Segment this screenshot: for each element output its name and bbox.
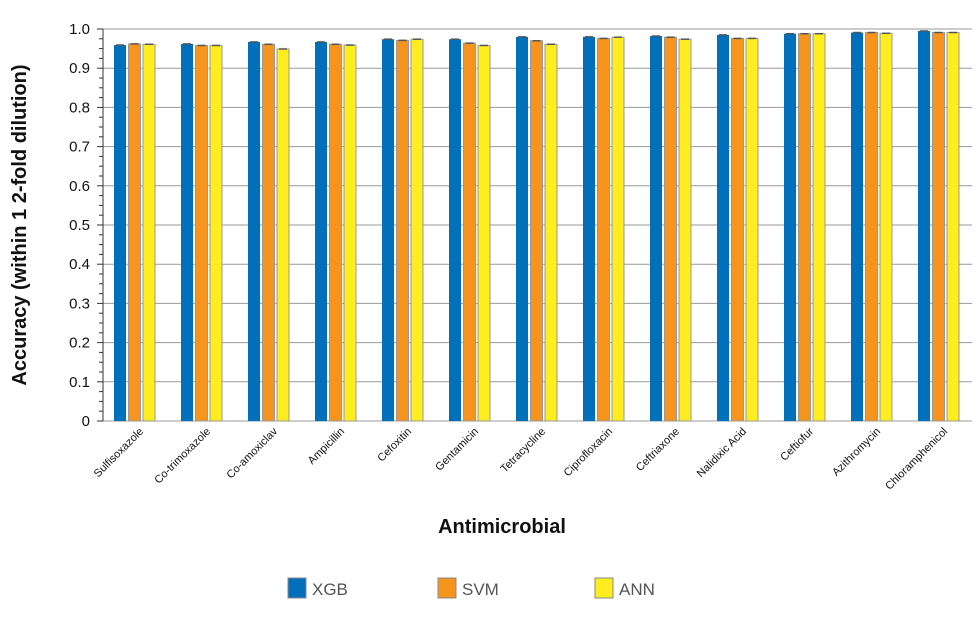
bar-ann xyxy=(276,48,290,422)
bars xyxy=(114,30,960,422)
y-axis-ticks: 0 0.1 0.2 0.3 0.4 0.5 0.6 0.7 0.8 0.9 1.0 xyxy=(69,21,104,430)
x-tick-label: Ampicillin xyxy=(306,426,347,467)
bar-xgb xyxy=(918,30,930,422)
legend-swatch-svm xyxy=(437,577,457,599)
bar-xgb xyxy=(449,39,461,421)
y-tick-label: 0.7 xyxy=(69,139,90,156)
x-tick-label: Ceftiofur xyxy=(778,425,816,463)
x-tick-label: Sulfisoxazole xyxy=(92,426,146,480)
bar-ann xyxy=(745,37,759,422)
y-tick-label: 0 xyxy=(82,413,90,430)
bar-svm xyxy=(463,42,476,422)
bar-xgb xyxy=(583,36,595,422)
legend-label: SVM xyxy=(462,580,499,599)
x-tick-label: Nalidixic Acid xyxy=(695,426,749,480)
legend-label: XGB xyxy=(312,580,348,599)
bar-ann xyxy=(611,36,625,422)
y-tick-label: 0.4 xyxy=(69,256,90,273)
bar-xgb xyxy=(181,43,193,422)
x-tick-label: Co-trimoxazole xyxy=(152,426,213,487)
y-tick-label: 0.2 xyxy=(69,335,90,352)
bar-svm xyxy=(798,33,811,422)
x-axis-labels: Sulfisoxazole Co-trimoxazole Co-amoxiclav A… xyxy=(92,425,950,492)
bar-svm xyxy=(865,32,878,422)
bar-xgb xyxy=(516,36,528,422)
bar-svm xyxy=(396,39,409,422)
bar-ann xyxy=(879,32,893,422)
bar-svm xyxy=(731,37,744,422)
bar-svm xyxy=(664,36,677,422)
bar-svm xyxy=(530,40,543,422)
bar-ann xyxy=(142,43,156,422)
y-tick-label: 1.0 xyxy=(69,21,90,38)
bar-xgb xyxy=(248,41,260,421)
bar-ann xyxy=(678,38,692,422)
bar-xgb xyxy=(382,39,394,421)
bar-ann xyxy=(812,33,826,422)
bar-svm xyxy=(597,37,610,422)
legend-label: ANN xyxy=(619,580,655,599)
x-tick-label: Ciprofloxacin xyxy=(562,426,615,479)
x-tick-label: Tetracycline xyxy=(499,426,549,476)
y-tick-label: 0.5 xyxy=(69,217,90,234)
bar-xgb xyxy=(851,32,863,421)
bar-svm xyxy=(932,32,945,422)
x-tick-label: Ceftriaxone xyxy=(634,426,682,474)
bar-ann xyxy=(544,43,558,422)
bar-svm xyxy=(128,43,141,422)
bar-svm xyxy=(195,44,208,422)
x-tick-label: Azithromycin xyxy=(830,426,883,479)
y-tick-label: 0.6 xyxy=(69,178,90,195)
y-tick-label: 0.3 xyxy=(69,295,90,312)
x-tick-label: Chloramphenicol xyxy=(883,426,950,493)
x-tick-label: Cefoxitin xyxy=(375,426,414,465)
bar-ann xyxy=(477,44,491,422)
bar-ann xyxy=(410,38,424,422)
legend: XGB SVM ANN xyxy=(287,577,655,599)
bar-ann xyxy=(946,32,960,422)
bar-xgb xyxy=(114,45,126,422)
x-axis-label: Antimicrobial xyxy=(438,516,566,538)
legend-swatch-xgb xyxy=(287,577,307,599)
y-tick-label: 0.9 xyxy=(69,60,90,77)
x-tick-label: Co-amoxiclav xyxy=(225,425,281,481)
bar-xgb xyxy=(315,41,327,421)
y-tick-label: 0.1 xyxy=(69,374,90,391)
legend-swatch-ann xyxy=(594,577,614,599)
bar-ann xyxy=(343,44,357,422)
y-tick-label: 0.8 xyxy=(69,99,90,116)
bar-svm xyxy=(329,43,342,422)
bar-xgb xyxy=(784,33,796,421)
x-tick-label: Gentamicin xyxy=(433,426,481,474)
bar-ann xyxy=(209,44,223,422)
bar-xgb xyxy=(717,34,729,421)
bar-xgb xyxy=(650,36,662,421)
y-axis-label: Accuracy (within 1 2-fold dilution) xyxy=(9,64,31,385)
bar-svm xyxy=(262,43,275,422)
